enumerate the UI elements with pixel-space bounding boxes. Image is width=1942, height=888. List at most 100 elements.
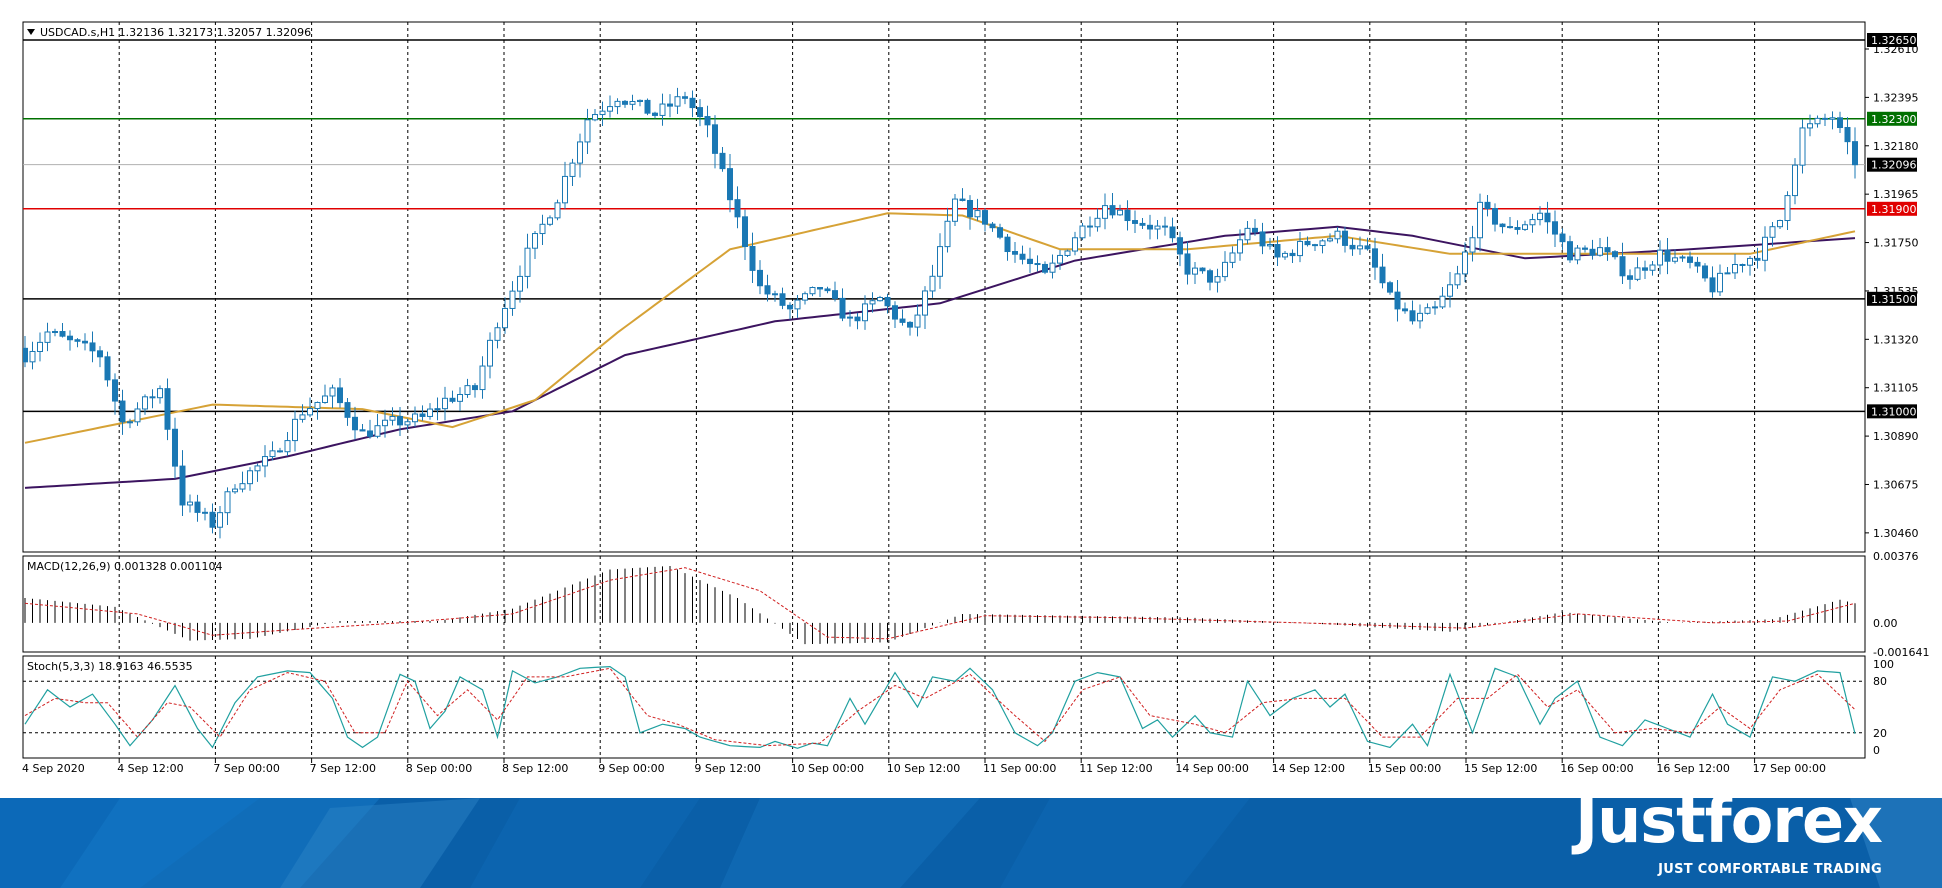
bull-candle xyxy=(442,386,448,421)
candle-body xyxy=(1334,230,1341,240)
y-tick-label: 1.30675 xyxy=(1873,478,1919,491)
candle-body xyxy=(682,96,688,99)
bear-candle xyxy=(1312,243,1318,252)
candle-body xyxy=(1319,240,1326,247)
bull-candle xyxy=(1117,204,1123,216)
candle-body xyxy=(727,168,733,201)
bull-candle xyxy=(157,385,163,404)
candle-body xyxy=(719,152,726,170)
y-tick-label: 0.00 xyxy=(1873,617,1898,630)
bull-candle xyxy=(1807,114,1813,137)
bear-candle xyxy=(682,91,688,105)
bear-candle xyxy=(1034,255,1041,272)
bull-candle xyxy=(127,418,133,429)
stochastic-panel-title: Stoch(5,3,3) 18.9163 46.5535 xyxy=(27,660,193,673)
bull-candle xyxy=(659,93,666,126)
bull-candle xyxy=(1747,255,1753,276)
bear-candle xyxy=(1004,233,1011,261)
bull-candle xyxy=(262,445,268,478)
candle-body xyxy=(652,112,658,116)
bull-candle xyxy=(847,310,853,327)
candle-body xyxy=(194,501,201,513)
bear-candle xyxy=(367,419,373,439)
candle-body xyxy=(839,297,846,319)
candle-body xyxy=(1199,267,1206,272)
bear-candle xyxy=(1147,214,1153,240)
candle-body xyxy=(1139,222,1146,226)
candle-body xyxy=(1724,272,1731,275)
candle-body xyxy=(1799,127,1806,166)
candle-body xyxy=(1657,249,1663,266)
bear-candle xyxy=(1619,242,1626,285)
price-level-tag xyxy=(1867,111,1917,126)
candle-body xyxy=(854,316,861,322)
candle-body xyxy=(599,110,606,116)
bull-candle xyxy=(29,341,36,370)
bear-candle xyxy=(1027,247,1033,273)
candle-body xyxy=(1492,208,1498,225)
collapse-triangle-icon[interactable] xyxy=(27,29,35,35)
candle-body xyxy=(809,287,816,295)
candle-body xyxy=(1342,230,1348,246)
candle-body xyxy=(1739,263,1746,266)
bull-candle xyxy=(1439,286,1446,310)
candle-body xyxy=(1237,239,1243,254)
candle-body xyxy=(262,456,268,467)
candle-body xyxy=(1567,241,1573,261)
bull-candle xyxy=(1447,272,1453,308)
bear-candle xyxy=(419,405,426,421)
bear-candle xyxy=(989,221,996,232)
bull-candle xyxy=(404,418,411,430)
bear-candle xyxy=(194,494,201,522)
candle-body xyxy=(37,341,43,352)
bull-candle xyxy=(1319,239,1326,254)
bull-candle xyxy=(44,322,51,352)
bull-candle xyxy=(674,87,681,114)
bull-candle xyxy=(187,494,193,513)
candle-body xyxy=(374,425,381,437)
bull-candle xyxy=(809,286,816,297)
x-tick-label: 16 Sep 12:00 xyxy=(1656,762,1729,775)
candle-body xyxy=(1049,262,1056,273)
bear-candle xyxy=(1207,268,1213,291)
candle-body xyxy=(1507,226,1513,229)
candle-body xyxy=(179,465,186,506)
candle-body xyxy=(1784,195,1791,222)
bull-candle xyxy=(1214,268,1221,293)
bear-candle xyxy=(817,287,823,297)
candle-body xyxy=(134,408,141,423)
bull-candle xyxy=(877,295,883,302)
bull-candle xyxy=(1522,220,1528,231)
candles xyxy=(23,87,1858,539)
candle-body xyxy=(1634,267,1641,280)
bull-candle xyxy=(134,402,141,426)
candle-body xyxy=(1072,237,1078,252)
bear-candle xyxy=(712,115,718,169)
candle-body xyxy=(569,162,576,177)
candle-body xyxy=(637,99,643,102)
candle-body xyxy=(164,388,171,430)
bear-candle xyxy=(104,351,111,387)
candle-body xyxy=(1162,225,1168,228)
bear-candle xyxy=(82,333,88,351)
bear-candle xyxy=(959,188,966,202)
candle-body xyxy=(1477,201,1483,239)
bear-candle xyxy=(1304,236,1311,247)
candle-body xyxy=(1777,220,1783,228)
candle-body xyxy=(1484,201,1491,210)
y-tick-label: 1.31105 xyxy=(1873,382,1919,395)
price-chart[interactable]: 1.326101.323951.321801.319651.317501.315… xyxy=(0,0,1942,800)
bear-candle xyxy=(1552,210,1558,247)
candle-body xyxy=(1274,244,1281,258)
y-tick-label: 20 xyxy=(1873,727,1887,740)
bear-candle xyxy=(1709,266,1716,298)
bull-candle xyxy=(629,94,636,111)
stochastic-main-line xyxy=(24,665,1856,749)
bull-candle xyxy=(1537,206,1543,226)
price-level-tag xyxy=(1867,404,1917,419)
bull-candle xyxy=(1072,231,1078,256)
x-tick-label: 14 Sep 00:00 xyxy=(1175,762,1248,775)
y-tick-label: 80 xyxy=(1873,675,1887,688)
y-tick-label: 1.31320 xyxy=(1873,333,1919,346)
candle-body xyxy=(269,450,276,458)
